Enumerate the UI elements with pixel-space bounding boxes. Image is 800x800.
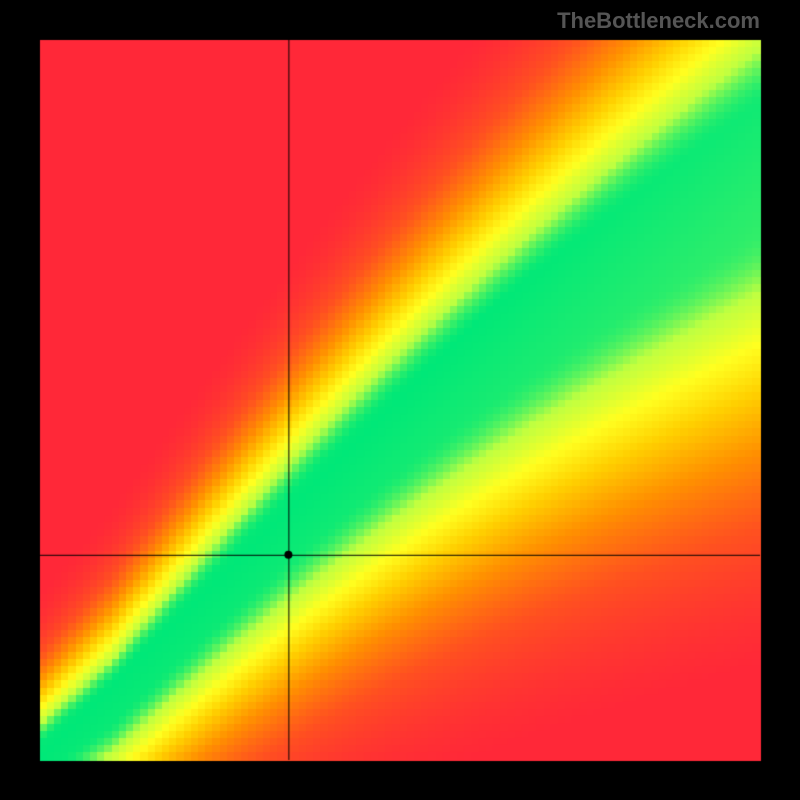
watermark-text: TheBottleneck.com xyxy=(557,8,760,34)
chart-container: TheBottleneck.com xyxy=(0,0,800,800)
heatmap-canvas xyxy=(0,0,800,800)
